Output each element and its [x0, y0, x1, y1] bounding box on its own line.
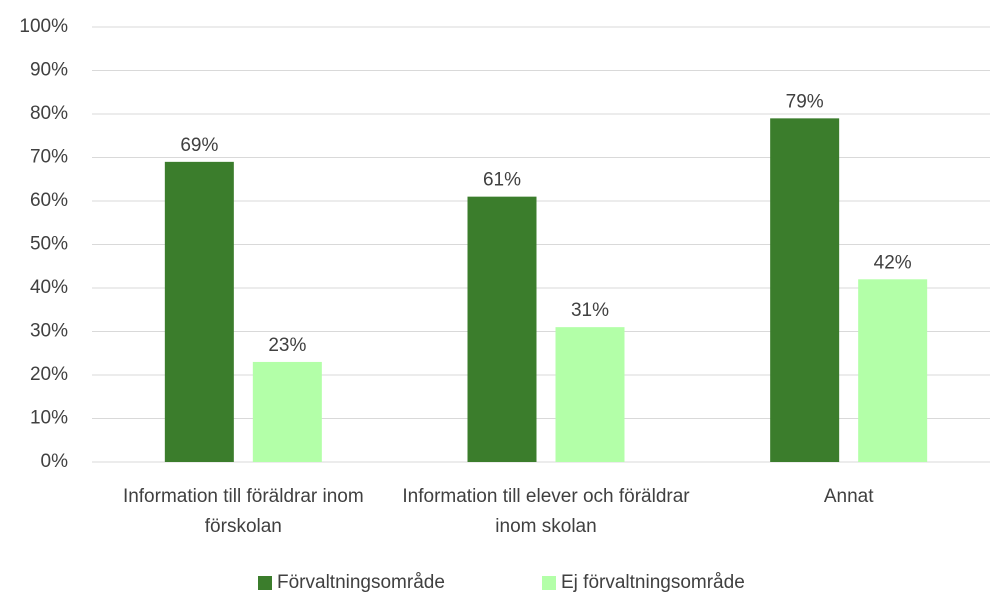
- data-label: 69%: [180, 135, 218, 156]
- y-tick-label: 60%: [30, 190, 68, 211]
- y-tick-label: 10%: [30, 408, 68, 429]
- data-label: 23%: [268, 335, 306, 356]
- x-tick-label: Information till elever och föräldrar in…: [402, 486, 690, 537]
- bar: [770, 118, 840, 462]
- bar: [467, 196, 537, 462]
- data-label: 42%: [874, 252, 912, 273]
- x-tick-label: Information till föräldrar inom förskola…: [122, 486, 364, 537]
- legend-label: Förvaltningsområde: [277, 572, 445, 593]
- y-tick-label: 100%: [19, 16, 68, 37]
- bar: [555, 327, 625, 462]
- y-tick-label: 50%: [30, 234, 68, 255]
- legend-label: Ej förvaltningsområde: [561, 572, 745, 593]
- y-tick-label: 20%: [30, 364, 68, 385]
- bar: [164, 161, 234, 462]
- x-tick-label: Annat: [823, 486, 874, 507]
- data-label: 79%: [786, 91, 824, 112]
- y-tick-label: 70%: [30, 147, 68, 168]
- data-label: 61%: [483, 170, 521, 191]
- bar: [858, 279, 928, 462]
- y-tick-label: 90%: [30, 60, 68, 81]
- y-tick-label: 0%: [41, 451, 69, 472]
- y-tick-label: 30%: [30, 321, 68, 342]
- legend-swatch: [258, 576, 272, 590]
- bar: [252, 361, 322, 462]
- y-tick-label: 40%: [30, 277, 68, 298]
- data-label: 31%: [571, 300, 609, 321]
- legend-swatch: [542, 576, 556, 590]
- y-tick-label: 80%: [30, 103, 68, 124]
